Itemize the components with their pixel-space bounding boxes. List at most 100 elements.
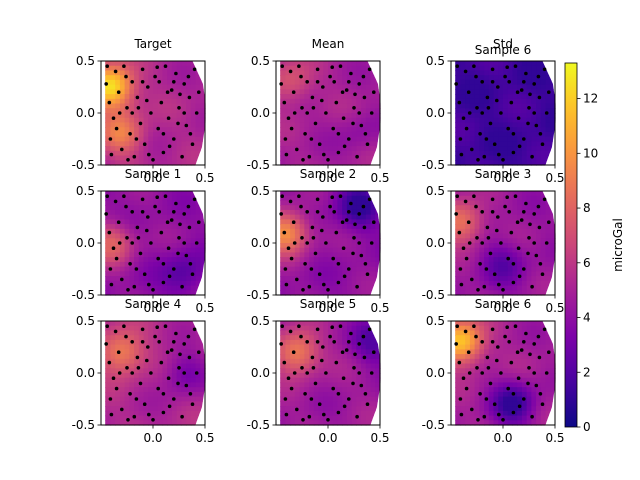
contour-cell — [465, 271, 471, 277]
contour-cell — [361, 396, 367, 402]
contour-cell — [469, 79, 476, 86]
contour-cell — [503, 191, 509, 197]
contour-cell — [531, 335, 537, 341]
contour-cell — [545, 276, 551, 282]
contour-cell — [162, 325, 168, 332]
contour-cell — [119, 410, 126, 417]
contour-cell — [167, 155, 173, 161]
contour-cell — [294, 247, 301, 254]
contour-cell — [526, 209, 532, 216]
contour-cell — [474, 373, 480, 379]
contour-cell — [167, 228, 173, 235]
contour-cell — [503, 247, 509, 254]
contour-cell — [138, 391, 145, 398]
contour-cell — [304, 233, 310, 239]
sample-point — [111, 376, 116, 381]
contour-cell — [186, 349, 192, 355]
sample-point — [352, 236, 356, 240]
contour-cell — [143, 339, 149, 346]
contour-cell — [186, 325, 192, 332]
contour-cell — [342, 136, 348, 142]
contour-cell — [294, 75, 301, 81]
contour-cell — [484, 257, 490, 263]
contour-cell — [346, 391, 353, 398]
contour-cell — [171, 108, 178, 114]
contour-cell — [351, 131, 357, 138]
contour-cell — [488, 214, 495, 220]
contour-cell — [540, 420, 547, 426]
contour-cell — [280, 200, 287, 206]
sample-point — [172, 210, 176, 214]
contour-cell — [545, 94, 551, 100]
contour-cell — [474, 261, 480, 268]
contour-cell — [484, 113, 490, 119]
contour-cell — [313, 238, 320, 244]
contour-cell — [517, 276, 523, 282]
contour-cell — [540, 191, 547, 197]
contour-cell — [162, 191, 168, 197]
sample-point — [321, 215, 325, 219]
sample-point — [109, 152, 114, 157]
sample-point — [321, 85, 325, 89]
contour-cell — [507, 363, 514, 369]
contour-cell — [115, 195, 121, 202]
sample-point — [357, 111, 362, 115]
contour-cell — [304, 70, 310, 76]
contour-cell — [181, 330, 187, 336]
contour-cell — [280, 280, 287, 287]
contour-cell — [323, 75, 329, 81]
contour-cell — [200, 344, 206, 350]
contour-cell — [328, 79, 334, 86]
contour-cell — [507, 61, 514, 67]
contour-cell — [503, 160, 509, 166]
contour-cell — [337, 141, 343, 147]
sample-point — [466, 350, 471, 355]
contour-cell — [119, 261, 126, 268]
contour-cell — [488, 108, 495, 114]
contour-cell — [318, 276, 324, 282]
contour-cell — [143, 146, 149, 152]
contour-cell — [479, 205, 485, 211]
contour-cell — [356, 98, 362, 105]
sample-point — [342, 274, 347, 279]
contour-cell — [346, 247, 353, 254]
contour-cell — [294, 89, 301, 95]
contour-cell — [517, 387, 523, 393]
sample-point — [138, 251, 143, 256]
contour-cell — [195, 285, 201, 291]
sample-point — [347, 80, 351, 84]
contour-cell — [540, 155, 547, 161]
contour-cell — [153, 214, 159, 220]
contour-cell — [318, 155, 324, 161]
contour-cell — [176, 330, 182, 336]
contour-cell — [304, 373, 310, 379]
contour-cell — [540, 321, 547, 327]
contour-cell — [195, 266, 201, 272]
contour-cell — [342, 290, 348, 296]
contour-cell — [167, 94, 173, 100]
subplot-title: Mean — [312, 37, 345, 51]
contour-cell — [455, 377, 457, 384]
contour-cell — [138, 131, 145, 138]
contour-cell — [375, 228, 381, 235]
contour-cell — [512, 233, 518, 239]
contour-cell — [356, 247, 362, 254]
contour-cell — [309, 84, 315, 90]
contour-cell — [181, 103, 187, 109]
contour-cell — [195, 335, 201, 341]
contour-cell — [200, 89, 206, 95]
contour-cell — [346, 368, 353, 374]
contour-cell — [455, 406, 462, 412]
contour-cell — [517, 117, 523, 124]
contour-cell — [517, 61, 523, 67]
contour-cell — [186, 280, 192, 287]
contour-cell — [294, 377, 301, 384]
contour-cell — [181, 325, 187, 332]
contour-cell — [375, 344, 381, 350]
contour-cell — [356, 349, 362, 355]
contour-cell — [157, 141, 164, 147]
contour-cell — [503, 146, 509, 152]
contour-cell — [134, 276, 140, 282]
contour-cell — [507, 406, 514, 412]
contour-cell — [309, 335, 315, 341]
